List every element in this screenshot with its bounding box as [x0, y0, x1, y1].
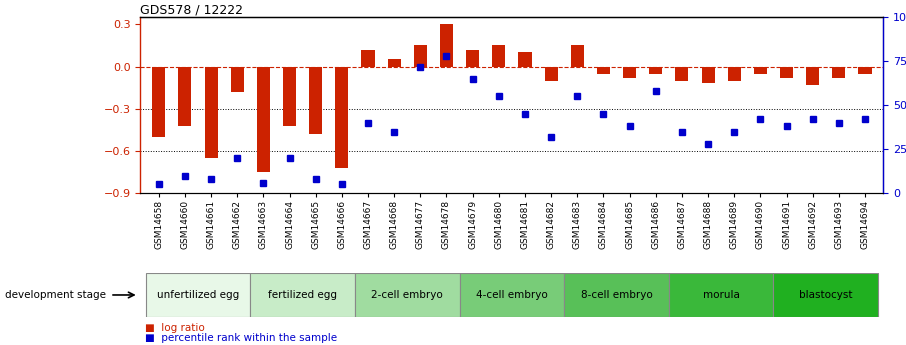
Text: ■  percentile rank within the sample: ■ percentile rank within the sample: [145, 333, 337, 343]
Bar: [355, 273, 459, 317]
Bar: [414, 46, 427, 67]
Bar: [833, 67, 845, 78]
Text: fertilized egg: fertilized egg: [268, 290, 337, 300]
Bar: [545, 67, 558, 81]
Bar: [388, 59, 400, 67]
Bar: [309, 67, 323, 134]
Bar: [205, 67, 217, 158]
Text: ■  log ratio: ■ log ratio: [145, 323, 205, 333]
Text: morula: morula: [703, 290, 739, 300]
Bar: [283, 67, 296, 126]
Bar: [178, 67, 191, 126]
Bar: [806, 67, 819, 85]
Bar: [518, 52, 532, 67]
Bar: [466, 50, 479, 67]
Bar: [728, 67, 741, 81]
Bar: [669, 273, 774, 317]
Bar: [780, 67, 793, 78]
Bar: [675, 67, 689, 81]
Text: GDS578 / 12222: GDS578 / 12222: [140, 3, 244, 16]
Bar: [623, 67, 636, 78]
Text: blastocyst: blastocyst: [799, 290, 853, 300]
Bar: [361, 50, 374, 67]
Bar: [256, 67, 270, 172]
Bar: [335, 67, 349, 168]
Bar: [250, 273, 355, 317]
Bar: [701, 67, 715, 83]
Bar: [597, 67, 610, 73]
Bar: [492, 46, 506, 67]
Bar: [754, 67, 767, 73]
Text: 2-cell embryo: 2-cell embryo: [371, 290, 443, 300]
Bar: [440, 24, 453, 67]
Text: 8-cell embryo: 8-cell embryo: [581, 290, 652, 300]
Bar: [650, 67, 662, 73]
Bar: [459, 273, 564, 317]
Text: unfertilized egg: unfertilized egg: [157, 290, 239, 300]
Text: development stage: development stage: [5, 290, 105, 300]
Bar: [571, 46, 583, 67]
Bar: [564, 273, 669, 317]
Bar: [152, 67, 165, 137]
Bar: [231, 67, 244, 92]
Bar: [146, 273, 250, 317]
Bar: [774, 273, 878, 317]
Bar: [859, 67, 872, 73]
Text: 4-cell embryo: 4-cell embryo: [476, 290, 548, 300]
